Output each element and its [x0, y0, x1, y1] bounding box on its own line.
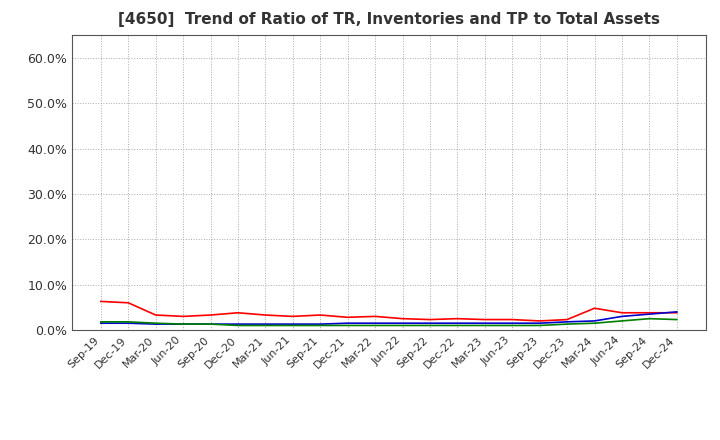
Inventories	[124, 321, 132, 326]
Trade Receivables	[645, 310, 654, 315]
Trade Payables	[645, 316, 654, 321]
Trade Receivables	[151, 312, 160, 318]
Inventories	[151, 322, 160, 327]
Trade Payables	[96, 319, 105, 324]
Inventories	[563, 319, 572, 324]
Trade Receivables	[316, 312, 325, 318]
Trade Payables	[563, 322, 572, 327]
Trade Receivables	[453, 316, 462, 321]
Line: Trade Payables: Trade Payables	[101, 319, 677, 326]
Trade Receivables	[563, 317, 572, 322]
Trade Receivables	[371, 314, 379, 319]
Line: Trade Receivables: Trade Receivables	[101, 301, 677, 321]
Trade Payables	[179, 322, 187, 327]
Trade Receivables	[480, 317, 489, 322]
Trade Payables	[206, 322, 215, 327]
Trade Receivables	[398, 316, 407, 321]
Inventories	[233, 322, 242, 327]
Inventories	[289, 322, 297, 327]
Trade Receivables	[233, 310, 242, 315]
Trade Payables	[480, 323, 489, 328]
Inventories	[645, 312, 654, 317]
Trade Payables	[124, 319, 132, 324]
Trade Receivables	[618, 310, 626, 315]
Inventories	[590, 318, 599, 323]
Trade Payables	[426, 323, 434, 328]
Inventories	[96, 321, 105, 326]
Trade Payables	[316, 323, 325, 328]
Trade Payables	[536, 323, 544, 328]
Inventories	[672, 309, 681, 315]
Trade Payables	[618, 318, 626, 323]
Trade Receivables	[590, 306, 599, 311]
Trade Receivables	[289, 314, 297, 319]
Trade Payables	[453, 323, 462, 328]
Title: [4650]  Trend of Ratio of TR, Inventories and TP to Total Assets: [4650] Trend of Ratio of TR, Inventories…	[118, 12, 660, 27]
Trade Receivables	[206, 312, 215, 318]
Inventories	[343, 321, 352, 326]
Inventories	[618, 314, 626, 319]
Inventories	[536, 321, 544, 326]
Trade Payables	[343, 323, 352, 328]
Trade Payables	[233, 323, 242, 328]
Trade Payables	[672, 317, 681, 322]
Trade Payables	[289, 323, 297, 328]
Trade Payables	[371, 323, 379, 328]
Trade Receivables	[536, 318, 544, 323]
Trade Receivables	[179, 314, 187, 319]
Trade Payables	[590, 321, 599, 326]
Trade Payables	[508, 323, 516, 328]
Inventories	[206, 322, 215, 327]
Inventories	[371, 321, 379, 326]
Trade Receivables	[426, 317, 434, 322]
Inventories	[261, 322, 270, 327]
Inventories	[480, 321, 489, 326]
Inventories	[508, 321, 516, 326]
Inventories	[316, 322, 325, 327]
Trade Receivables	[124, 300, 132, 305]
Line: Inventories: Inventories	[101, 312, 677, 324]
Trade Receivables	[261, 312, 270, 318]
Trade Payables	[398, 323, 407, 328]
Trade Receivables	[672, 310, 681, 315]
Trade Receivables	[508, 317, 516, 322]
Inventories	[398, 321, 407, 326]
Trade Payables	[261, 323, 270, 328]
Inventories	[426, 321, 434, 326]
Trade Receivables	[96, 299, 105, 304]
Inventories	[179, 322, 187, 327]
Trade Payables	[151, 321, 160, 326]
Trade Receivables	[343, 315, 352, 320]
Inventories	[453, 321, 462, 326]
